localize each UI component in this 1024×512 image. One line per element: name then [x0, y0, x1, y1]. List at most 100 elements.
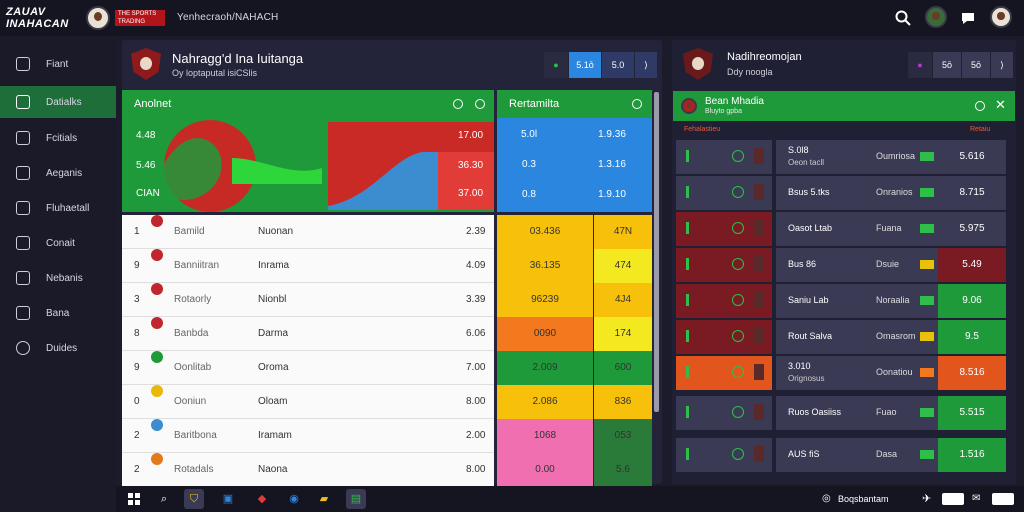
- list-item[interactable]: Bus 86 Dsuie 5.49: [676, 248, 1006, 282]
- list-item[interactable]: Saniu Lab Noraalia 9.06: [676, 284, 1006, 318]
- sidebar-item-duides[interactable]: Duides: [0, 332, 116, 364]
- row-value[interactable]: 5.49: [938, 248, 1006, 282]
- list-item[interactable]: AUS fiS Dasa 1.516: [676, 438, 1006, 472]
- status-icon[interactable]: ●: [544, 52, 568, 78]
- tray-icon[interactable]: [992, 493, 1014, 505]
- search-icon[interactable]: [893, 8, 913, 28]
- odds-cell[interactable]: 5.6: [594, 453, 652, 487]
- sidebar-item-datialks[interactable]: Datialks: [0, 86, 116, 118]
- row-value[interactable]: 9.5: [938, 320, 1006, 354]
- row-team: Inrama: [258, 260, 290, 271]
- odds-pill[interactable]: 5ō: [933, 52, 961, 78]
- info-icon[interactable]: [632, 99, 642, 109]
- app-logo[interactable]: ZAUAV INAHACAN: [6, 6, 74, 32]
- row-value: 3.39: [466, 294, 486, 305]
- team-badge-icon: [732, 406, 744, 418]
- odds-cell[interactable]: 174: [594, 317, 652, 351]
- tray-icon[interactable]: ✉: [972, 493, 981, 504]
- list-item[interactable]: S.0l8 Oeon tacll Oumriosa 5.616: [676, 140, 1006, 174]
- search-icon[interactable]: ⌕: [160, 493, 168, 505]
- next-button[interactable]: ⟩: [991, 52, 1013, 78]
- odds-cell[interactable]: 03.436: [497, 215, 593, 249]
- list-item[interactable]: Ruos Oasiiss Fuao 5.515: [676, 396, 1006, 430]
- sidebar-item-fcitials[interactable]: Fcitials: [0, 122, 116, 154]
- list-item[interactable]: Rout Salva Omasrom 9.5: [676, 320, 1006, 354]
- game-icon[interactable]: ◆: [257, 493, 267, 505]
- row-value[interactable]: 5.975: [938, 212, 1006, 246]
- odds-cell[interactable]: 2.009: [497, 351, 593, 385]
- table-row[interactable]: 3 Rotaorly Nionbl 3.39: [122, 283, 494, 317]
- windows-icon[interactable]: [124, 489, 144, 509]
- odds-cell[interactable]: 2.086: [497, 385, 593, 419]
- odds-cell[interactable]: 0.00: [497, 453, 593, 487]
- avatar[interactable]: [86, 6, 110, 30]
- row-bar: [920, 152, 934, 161]
- logo-line-1: ZAUAV: [6, 6, 46, 18]
- list-item[interactable]: Bsus 5.tks Onranios 8.715: [676, 176, 1006, 210]
- table-row[interactable]: 8 Banbda Darma 6.06: [122, 317, 494, 351]
- odds-cell[interactable]: 96239: [497, 283, 593, 317]
- list-item[interactable]: 3.010 Orignosus Oonatiou 8.516: [676, 356, 1006, 390]
- table-row[interactable]: 2 Baritbona Iramam 2.00: [122, 419, 494, 453]
- row-value: 8.00: [466, 464, 486, 475]
- table-row[interactable]: 0 Ooniun Oloam 8.00: [122, 385, 494, 419]
- team-badge-icon: [732, 448, 744, 460]
- table-row[interactable]: 9 Oonlitab Oroma 7.00: [122, 351, 494, 385]
- status-icon[interactable]: ●: [908, 52, 932, 78]
- row-value: 8.00: [466, 396, 486, 407]
- info-icon[interactable]: [475, 99, 485, 109]
- sidebar-item-fluhaetall[interactable]: Fluhaetall: [0, 192, 116, 224]
- info-icon[interactable]: [453, 99, 463, 109]
- user-avatar[interactable]: [925, 6, 947, 28]
- send-icon[interactable]: ✈: [922, 493, 932, 505]
- status-icon[interactable]: ◎: [822, 493, 831, 504]
- sidebar-item-fiant[interactable]: Fiant: [0, 48, 116, 80]
- next-button[interactable]: ⟩: [635, 52, 657, 78]
- info-icon[interactable]: [975, 101, 985, 111]
- odds-cell[interactable]: 053: [594, 419, 652, 453]
- scrollbar[interactable]: [654, 92, 659, 412]
- chat-icon[interactable]: [958, 8, 978, 28]
- app-icon[interactable]: ▤: [346, 489, 366, 509]
- taskbar: ⌕ ⛉ ▣ ◆ ◉ ▰ ▤ ◎ Boqsbantam ✈ ✉: [116, 486, 1024, 512]
- table-row[interactable]: 9 Banniitran Inrama 4.09: [122, 249, 494, 283]
- folder-icon[interactable]: ▰: [319, 493, 329, 505]
- row-value[interactable]: 9.06: [938, 284, 1006, 318]
- row-bar: [920, 224, 934, 233]
- row-value[interactable]: 5.616: [938, 140, 1006, 174]
- taskbar-status-label: Boqsbantam: [838, 494, 889, 504]
- sidebar-item-nebanis[interactable]: Nebanis: [0, 262, 116, 294]
- sidebar-item-bana[interactable]: Bana: [0, 297, 116, 329]
- table-row[interactable]: 1 Bamild Nuonan 2.39: [122, 215, 494, 249]
- close-icon[interactable]: ✕: [995, 97, 1006, 112]
- row-details: Ruos Oasiiss Fuao 5.515: [776, 396, 1006, 430]
- profile-avatar[interactable]: [990, 6, 1012, 28]
- browser-icon[interactable]: ◉: [289, 493, 299, 505]
- row-value[interactable]: 5.515: [938, 396, 1006, 430]
- shield-icon[interactable]: ⛉: [184, 489, 204, 509]
- row-value[interactable]: 8.715: [938, 176, 1006, 210]
- row-value[interactable]: 1.516: [938, 438, 1006, 472]
- odds-cell[interactable]: 836: [594, 385, 652, 419]
- notification-icon[interactable]: [942, 493, 964, 505]
- team-badge-icon: [754, 446, 764, 462]
- odds-cell[interactable]: 0090: [497, 317, 593, 351]
- team-badge-icon: [732, 222, 744, 234]
- row-value[interactable]: 8.516: [938, 356, 1006, 390]
- odds-pill-secondary[interactable]: 5.0: [602, 52, 634, 78]
- row-value: 6.06: [466, 328, 486, 339]
- odds-pill[interactable]: 5.1ō: [569, 52, 601, 78]
- odds-cell[interactable]: 474: [594, 249, 652, 283]
- odds-cell[interactable]: 4J4: [594, 283, 652, 317]
- sidebar-item-aeganis[interactable]: Aeganis: [0, 157, 116, 189]
- sidebar-item-conait[interactable]: Conait: [0, 227, 116, 259]
- odds-cell[interactable]: 36.135: [497, 249, 593, 283]
- table-row[interactable]: 2 Rotadals Naona 8.00: [122, 453, 494, 487]
- odds-cell[interactable]: 47N: [594, 215, 652, 249]
- list-item[interactable]: Oasot Ltab Fuana 5.975: [676, 212, 1006, 246]
- odds-cell[interactable]: 600: [594, 351, 652, 385]
- store-icon[interactable]: ▣: [222, 493, 234, 505]
- odds-cell[interactable]: 1068: [497, 419, 593, 453]
- odds-pill-secondary[interactable]: 5ō: [962, 52, 990, 78]
- left-section-header: Anolnet: [122, 90, 494, 118]
